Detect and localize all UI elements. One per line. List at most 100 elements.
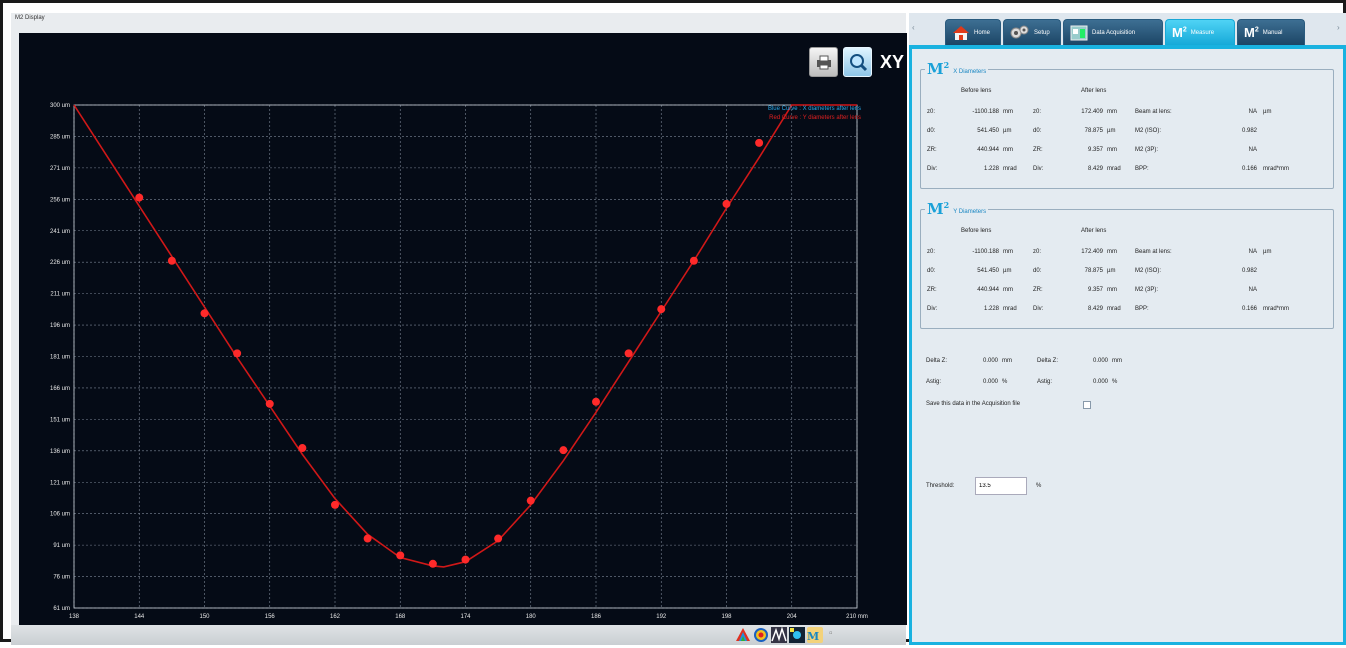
- x-tick-label: 192: [656, 614, 667, 620]
- param-v3: 0.982: [1241, 268, 1257, 274]
- param-v3: 0.982: [1241, 128, 1257, 134]
- zoom-button[interactable]: [843, 47, 872, 77]
- y-tick-label: 136 um: [50, 449, 70, 455]
- gears-icon: [1010, 25, 1029, 38]
- param-u3: mrad*mm: [1263, 166, 1290, 172]
- data-point: [298, 444, 307, 453]
- param-u3: µm: [1263, 109, 1272, 115]
- data-point: [200, 309, 209, 318]
- data-point: [233, 349, 242, 358]
- param-v1: 1.228: [983, 306, 999, 312]
- astig-label: Astig:: [926, 379, 942, 385]
- param-v1: 541.450: [977, 128, 999, 134]
- param-v2: 172.409: [1081, 249, 1103, 255]
- param-u2: µm: [1107, 128, 1116, 134]
- tab-label: Manual: [1262, 29, 1283, 36]
- restore-icon[interactable]: ▫: [829, 628, 833, 639]
- param-v1: -1100.188: [972, 249, 999, 255]
- tab-label: Measure: [1190, 29, 1215, 36]
- y-tick-label: 271 um: [50, 166, 70, 172]
- param-u3: mrad*mm: [1263, 306, 1290, 312]
- param-v2: 78.875: [1084, 128, 1103, 134]
- data-point: [657, 305, 666, 314]
- param-l3: BPP:: [1135, 166, 1149, 172]
- param-v3: NA: [1248, 147, 1257, 153]
- m2-view-icon[interactable]: M: [807, 627, 823, 643]
- param-u3: µm: [1263, 249, 1272, 255]
- param-l3: M2 (3P):: [1135, 147, 1159, 153]
- tab-manual[interactable]: M2 Manual: [1237, 19, 1305, 45]
- magnifier-icon: [849, 54, 867, 72]
- astig-unit-2: %: [1112, 379, 1118, 385]
- beam-profile-icon[interactable]: [753, 627, 769, 643]
- y-tick-label: 196 um: [50, 323, 70, 329]
- data-point: [428, 559, 437, 568]
- param-v3: 0.166: [1241, 306, 1257, 312]
- x-tick-label: 180: [526, 614, 537, 620]
- threshold-label: Threshold:: [926, 483, 955, 489]
- y-tick-label: 211 um: [50, 292, 70, 298]
- tab-bar: ‹ Home Setup Data Acquisition M2 Measure…: [909, 13, 1346, 45]
- param-v3: NA: [1248, 249, 1257, 255]
- m2-display-panel: M2 Display 138 144 150 156 162 168 174 180 186 19…: [11, 13, 907, 645]
- group-title-text: X Diameters: [953, 69, 987, 75]
- delta-z-unit: mm: [1002, 358, 1012, 364]
- tab-scroll-left[interactable]: ‹: [912, 23, 915, 32]
- save-checkbox[interactable]: [1083, 401, 1091, 409]
- param-l3: M2 (3P):: [1135, 287, 1159, 293]
- y-tick-label: 151 um: [50, 417, 70, 423]
- chart-legend: Blue Curve : X diameters after lens Red …: [768, 105, 861, 123]
- legend-red: Red Curve : Y diameters after lens: [769, 115, 861, 121]
- plot-frame: [73, 104, 858, 609]
- tab-measure[interactable]: M2 Measure: [1165, 19, 1235, 45]
- param-v2: 9.357: [1087, 287, 1103, 293]
- param-l1: d0:: [927, 268, 936, 274]
- m2-plot[interactable]: 138 144 150 156 162 168 174 180 186 192 198 204 210 …: [19, 33, 907, 625]
- y-tick-label: 285 um: [50, 134, 70, 140]
- param-l2: z0:: [1033, 249, 1042, 255]
- data-point: [722, 199, 731, 208]
- param-v3: NA: [1248, 109, 1257, 115]
- spot-map-icon[interactable]: [789, 627, 805, 643]
- threshold-input[interactable]: [975, 477, 1027, 495]
- param-v2: 172.409: [1081, 109, 1103, 115]
- astig-label-2: Astig:: [1037, 379, 1053, 385]
- param-l1: z0:: [927, 109, 936, 115]
- after-lens-header: After lens: [1081, 88, 1107, 94]
- y-tick-label: 256 um: [50, 197, 70, 203]
- data-point: [363, 534, 372, 543]
- print-button[interactable]: [809, 47, 838, 77]
- param-v1: 1.228: [983, 166, 999, 172]
- param-u2: mrad: [1107, 306, 1121, 312]
- measure-content: M2 X Diameters Before lens After lens z0…: [909, 45, 1346, 645]
- param-u1: mrad: [1003, 306, 1017, 312]
- param-u1: mm: [1003, 147, 1013, 153]
- x-tick-label: 210 mm: [846, 614, 868, 620]
- xy-toggle-button[interactable]: XY: [879, 51, 904, 72]
- m2-icon: M2: [1244, 25, 1259, 40]
- view-toolbar: M ▫: [11, 625, 906, 645]
- y-tick-label: 300 um: [50, 103, 70, 109]
- m2-icon: M2: [1172, 25, 1187, 40]
- acquisition-icon: [1070, 25, 1088, 40]
- panel-title: M2 Display: [15, 15, 45, 21]
- param-u1: mm: [1003, 249, 1013, 255]
- cross-section-icon[interactable]: [771, 626, 787, 643]
- param-u1: mm: [1003, 109, 1013, 115]
- tab-data-acquisition[interactable]: Data Acquisition: [1063, 19, 1163, 45]
- param-l1: Div:: [927, 306, 938, 312]
- param-v2: 8.429: [1087, 166, 1103, 172]
- param-l2: ZR:: [1033, 287, 1043, 293]
- param-l2: d0:: [1033, 268, 1042, 274]
- astig-unit: %: [1002, 379, 1008, 385]
- tab-setup[interactable]: Setup: [1003, 19, 1061, 45]
- param-u2: mm: [1107, 287, 1117, 293]
- tab-home[interactable]: Home: [945, 19, 1001, 45]
- tab-label: Home: [974, 29, 991, 36]
- m2-icon: M2: [927, 200, 950, 218]
- param-l3: BPP:: [1135, 306, 1149, 312]
- tab-label: Setup: [1034, 29, 1050, 36]
- 3d-view-icon[interactable]: [735, 627, 751, 643]
- tab-scroll-right[interactable]: ›: [1337, 23, 1340, 32]
- param-l1: Div:: [927, 166, 938, 172]
